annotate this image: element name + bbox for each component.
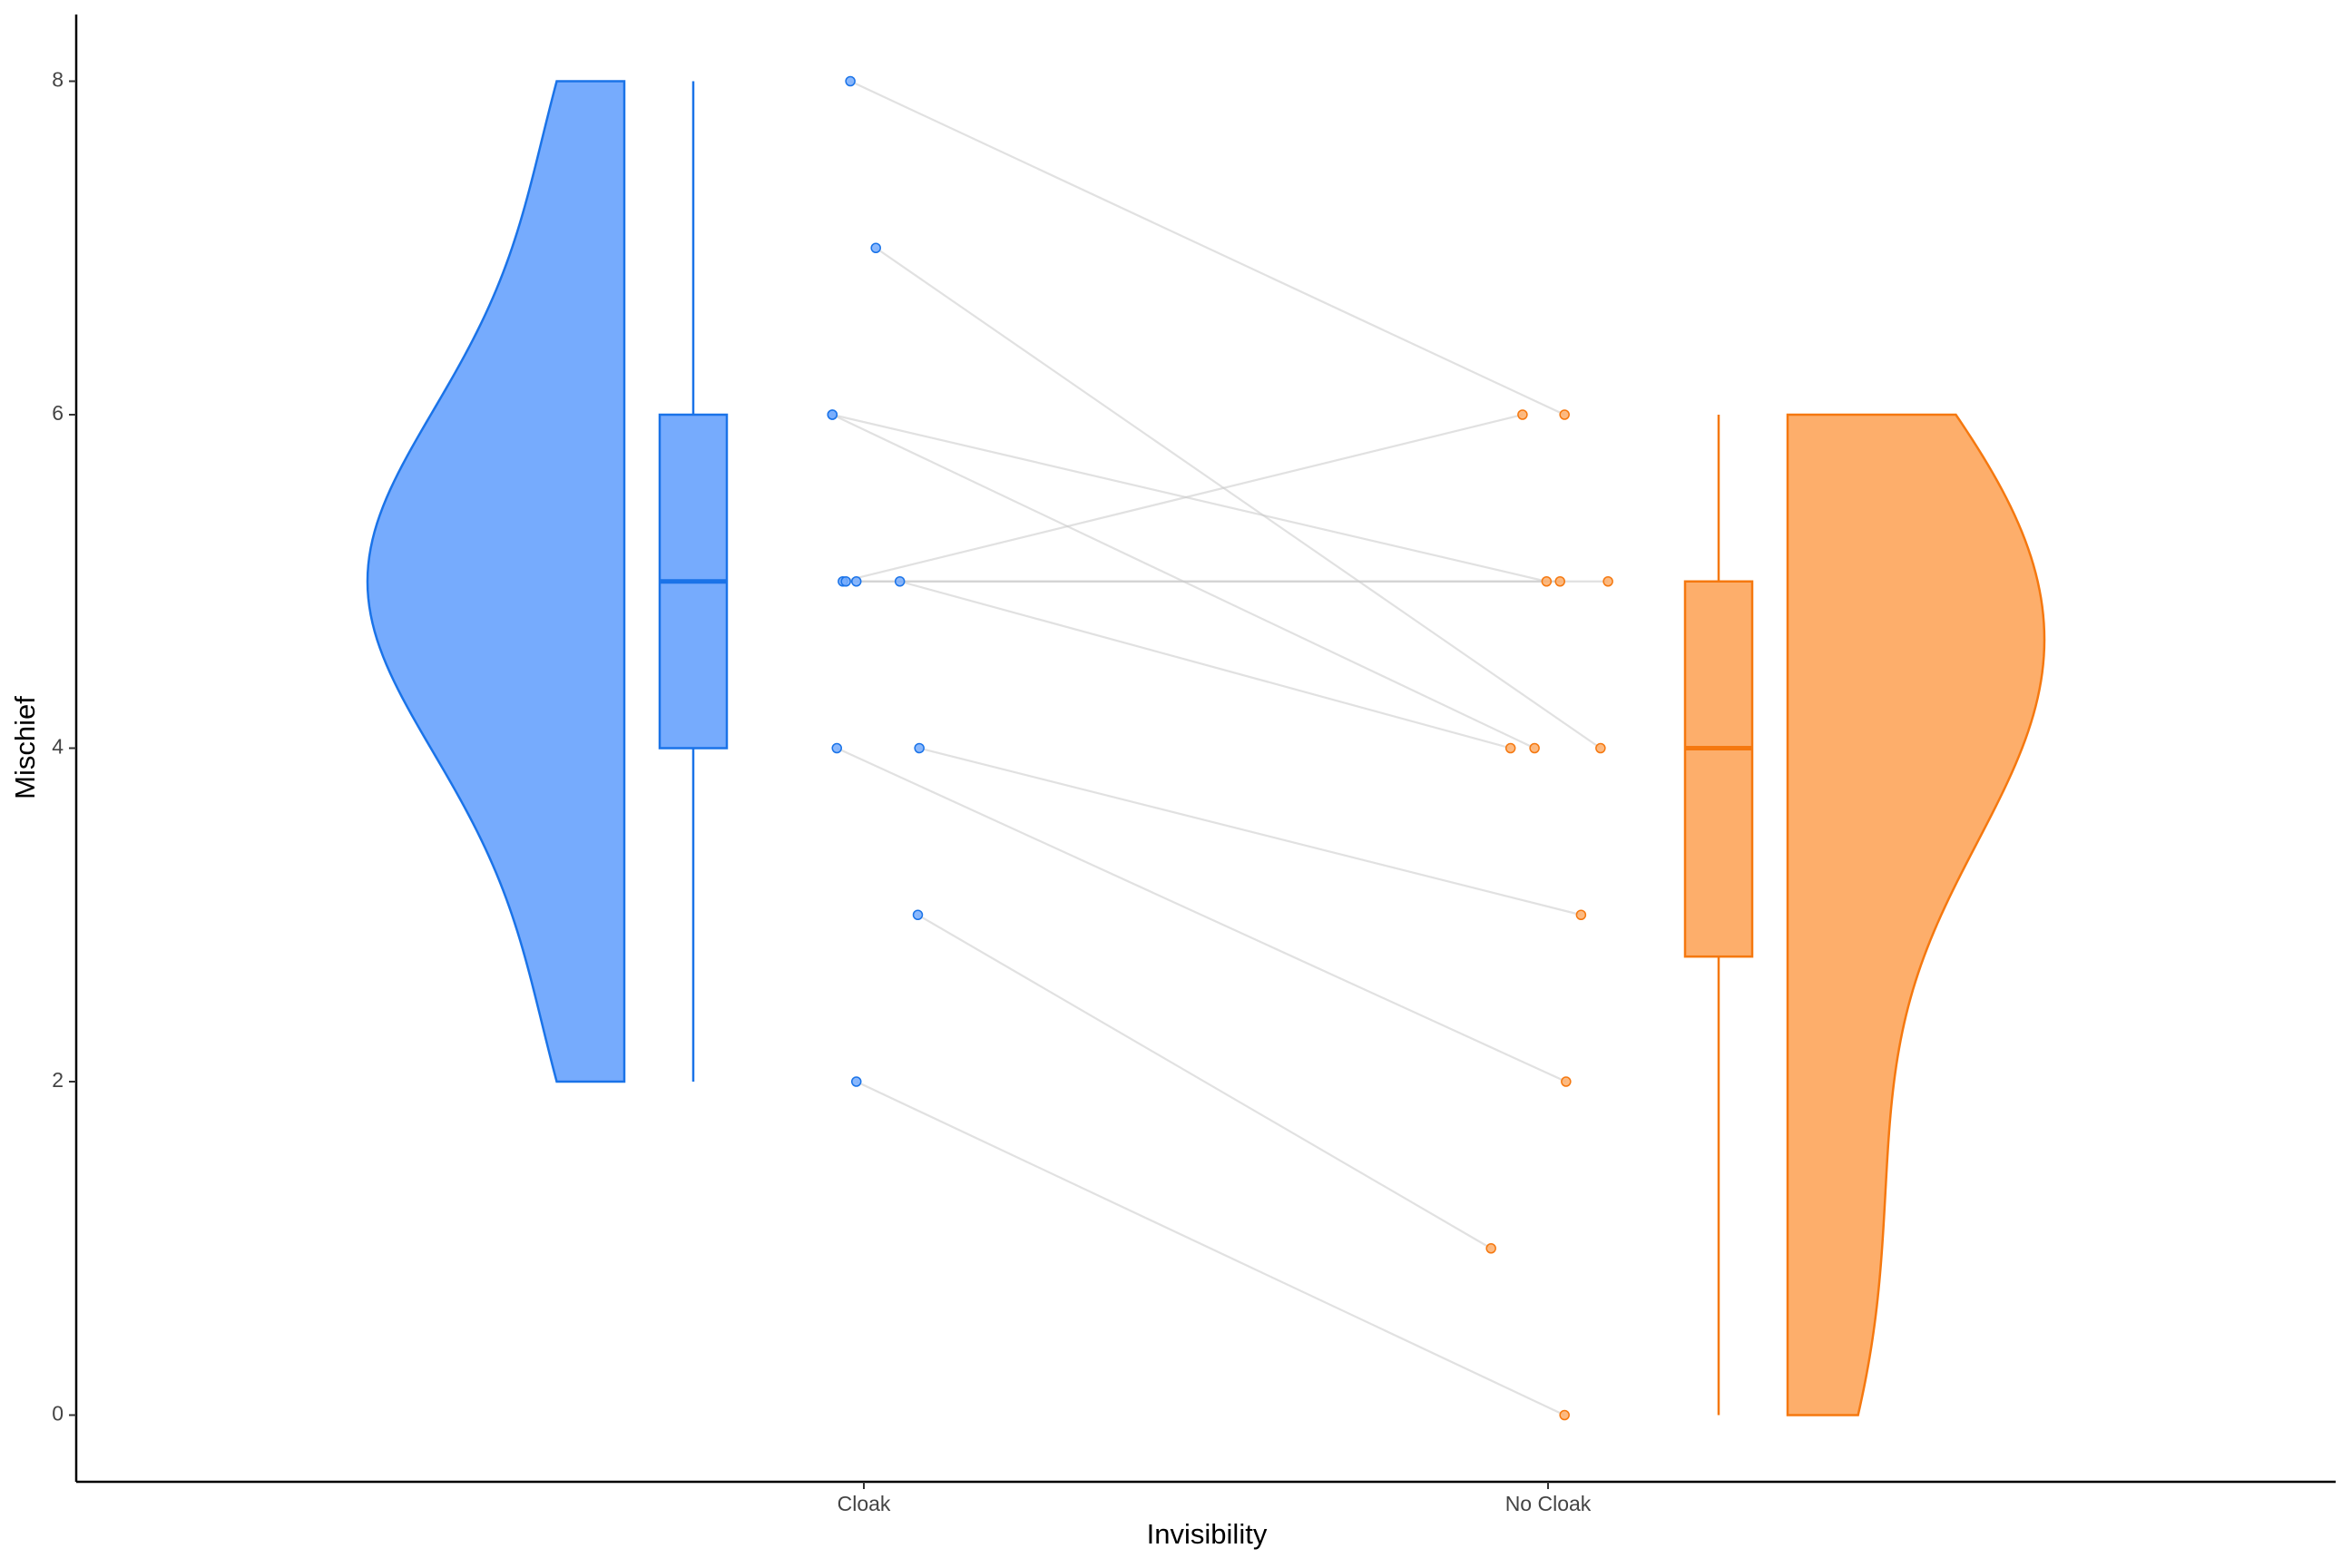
- pair-line: [849, 80, 1565, 416]
- point: [1541, 576, 1553, 587]
- point: [1559, 409, 1570, 420]
- point: [1561, 1076, 1572, 1087]
- point: [1559, 1409, 1570, 1421]
- pair-line: [842, 413, 1524, 583]
- point: [827, 409, 838, 420]
- point: [912, 909, 924, 920]
- point: [1554, 576, 1565, 587]
- pair-line: [856, 1081, 1565, 1416]
- point: [831, 742, 842, 754]
- point: [1575, 909, 1587, 920]
- density: [1786, 413, 2046, 1416]
- pair-line: [875, 247, 1602, 750]
- density: [366, 80, 626, 1083]
- pair-line: [918, 747, 1582, 916]
- x-axis-title: Invisibility: [1147, 1518, 1268, 1550]
- point: [914, 742, 925, 754]
- y-axis-title: Mischief: [9, 696, 41, 799]
- y-tick-label: 6: [52, 401, 64, 425]
- point: [845, 75, 856, 87]
- pair-line: [899, 580, 1511, 750]
- point: [894, 576, 906, 587]
- y-tick-label: 0: [52, 1402, 64, 1426]
- point: [1529, 742, 1540, 754]
- pair-line: [916, 914, 1492, 1250]
- y-tick-label: 2: [52, 1068, 64, 1092]
- point: [1517, 409, 1528, 420]
- y-tick-label: 4: [52, 735, 64, 759]
- point: [1602, 576, 1613, 587]
- x-tick-label: No Cloak: [1505, 1492, 1592, 1515]
- point: [1504, 742, 1516, 754]
- pair-line: [836, 747, 1567, 1083]
- point: [1595, 742, 1606, 754]
- point: [870, 242, 881, 253]
- point: [850, 576, 862, 587]
- x-tick-label: Cloak: [838, 1492, 891, 1515]
- pair-line: [832, 413, 1547, 583]
- box: [1683, 580, 1754, 958]
- y-tick-label: 8: [52, 68, 64, 92]
- point: [1485, 1243, 1496, 1254]
- point: [850, 1076, 862, 1087]
- point: [840, 576, 851, 587]
